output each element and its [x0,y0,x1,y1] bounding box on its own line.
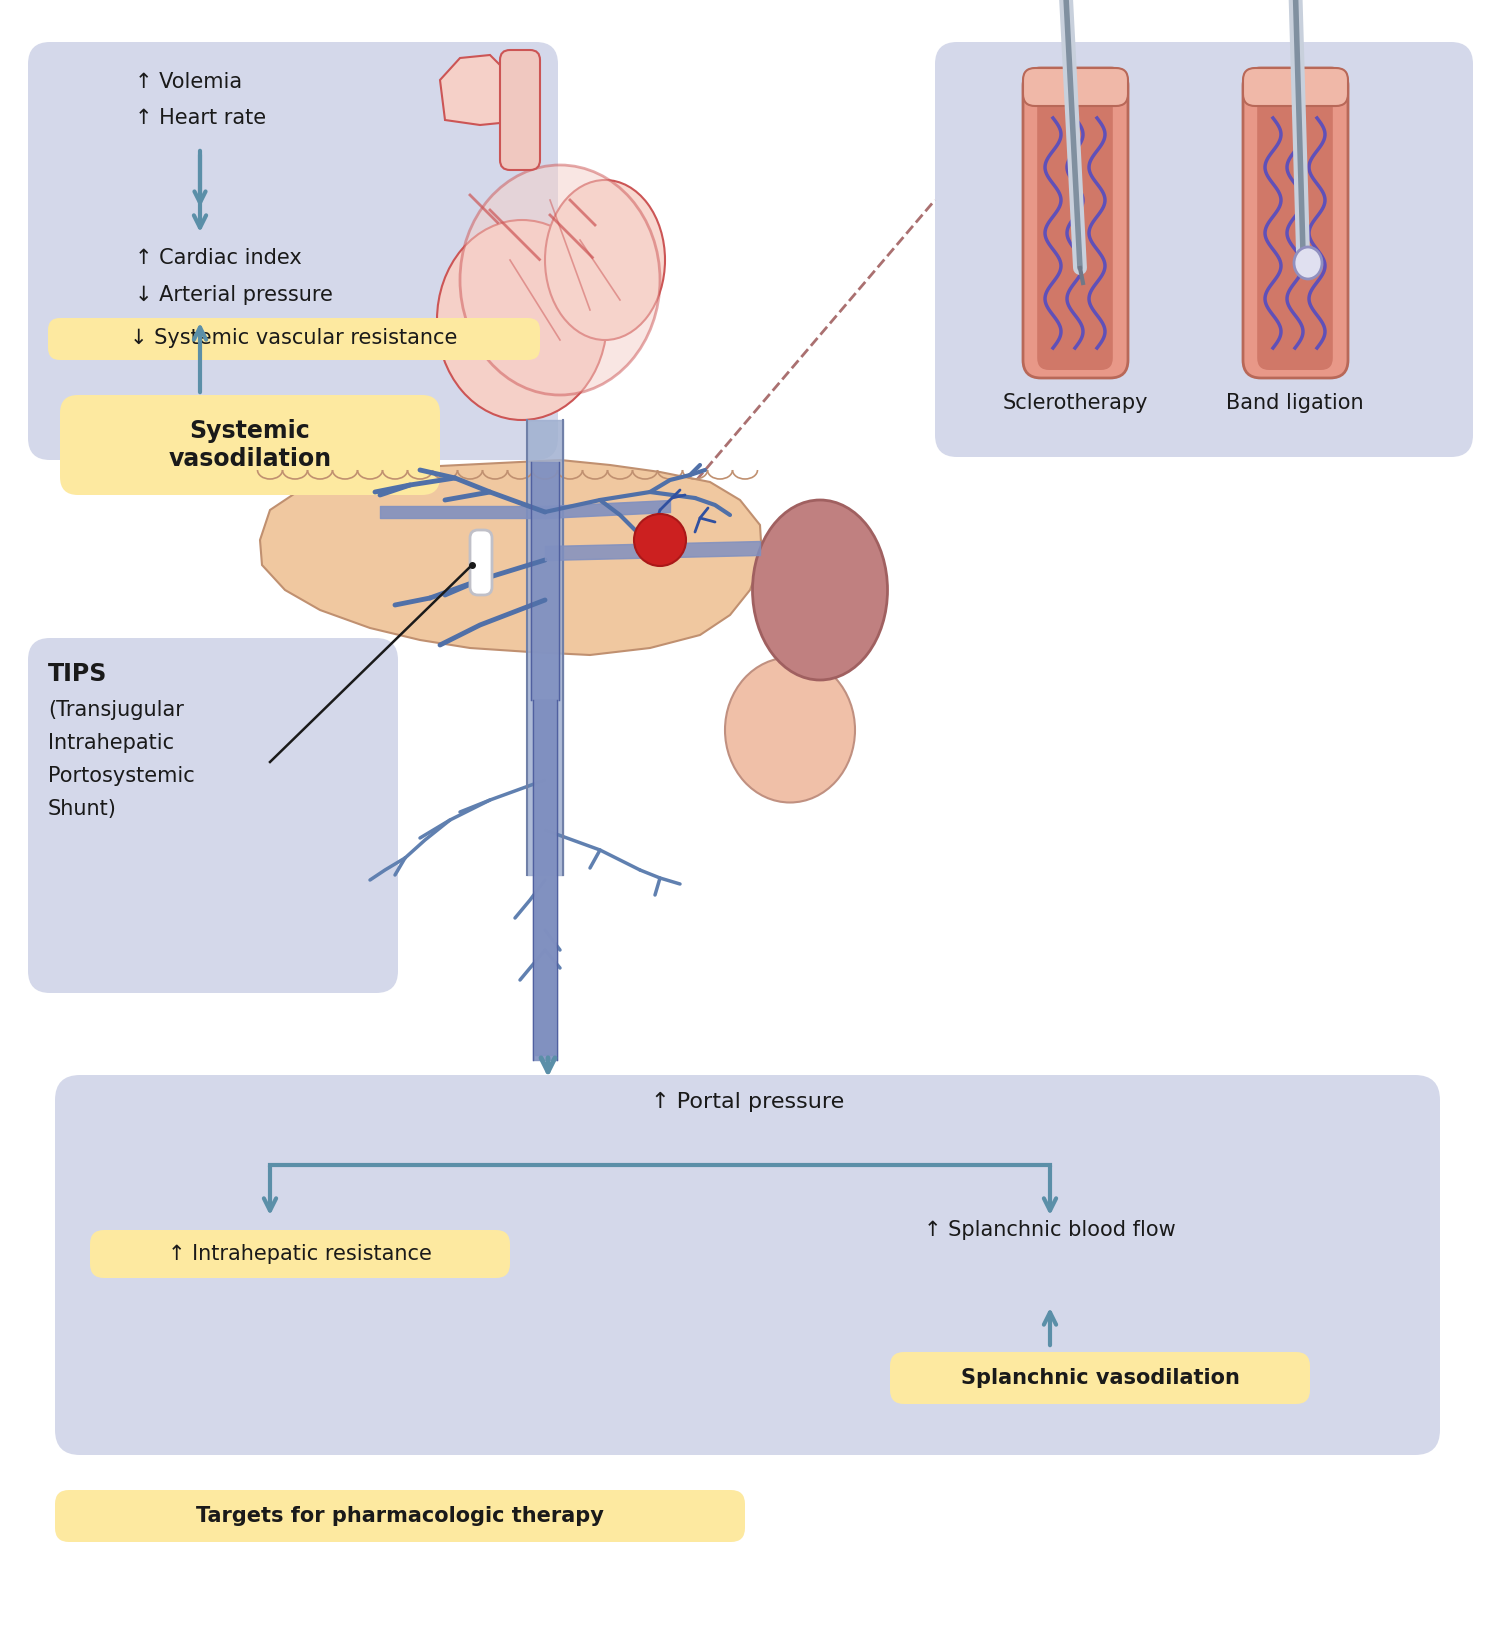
Text: ↓ Systemic vascular resistance: ↓ Systemic vascular resistance [130,328,458,348]
FancyBboxPatch shape [934,41,1473,457]
Text: ↑ Cardiac index: ↑ Cardiac index [135,248,302,267]
Text: Systemic
vasodilation: Systemic vasodilation [168,419,332,470]
FancyBboxPatch shape [90,1229,510,1279]
FancyBboxPatch shape [1244,68,1348,106]
FancyBboxPatch shape [470,530,492,596]
Text: ↑ Heart rate: ↑ Heart rate [135,107,266,129]
FancyBboxPatch shape [60,394,440,495]
Ellipse shape [460,165,660,394]
Polygon shape [440,54,520,125]
Text: (Transjugular: (Transjugular [48,700,184,719]
Text: Sclerotherapy: Sclerotherapy [1002,393,1148,412]
FancyBboxPatch shape [890,1351,1310,1404]
Text: Shunt): Shunt) [48,799,117,818]
Ellipse shape [634,515,686,566]
FancyBboxPatch shape [1244,68,1348,378]
Ellipse shape [544,180,664,340]
Text: Band ligation: Band ligation [1226,393,1364,412]
Text: ↑ Splanchnic blood flow: ↑ Splanchnic blood flow [924,1219,1176,1241]
Ellipse shape [436,219,608,421]
FancyBboxPatch shape [56,1490,746,1543]
Text: ↑ Intrahepatic resistance: ↑ Intrahepatic resistance [168,1244,432,1264]
Ellipse shape [724,657,855,802]
FancyBboxPatch shape [48,318,540,360]
FancyBboxPatch shape [56,1076,1440,1455]
Text: ↑ Portal pressure: ↑ Portal pressure [651,1092,844,1112]
FancyBboxPatch shape [1023,68,1128,378]
Text: Portosystemic: Portosystemic [48,766,195,785]
Polygon shape [260,460,762,655]
Text: Splanchnic vasodilation: Splanchnic vasodilation [960,1368,1239,1388]
FancyBboxPatch shape [500,50,540,170]
Text: Intrahepatic: Intrahepatic [48,733,174,752]
Ellipse shape [753,500,888,680]
FancyBboxPatch shape [1023,68,1128,106]
Ellipse shape [1294,248,1322,279]
Text: TIPS: TIPS [48,662,108,686]
FancyBboxPatch shape [1036,76,1113,370]
FancyBboxPatch shape [1257,76,1334,370]
FancyBboxPatch shape [28,639,398,993]
Text: Targets for pharmacologic therapy: Targets for pharmacologic therapy [196,1506,604,1526]
Text: ↑ Volemia: ↑ Volemia [135,73,242,92]
Text: ↓ Arterial pressure: ↓ Arterial pressure [135,285,333,305]
FancyBboxPatch shape [28,41,558,460]
